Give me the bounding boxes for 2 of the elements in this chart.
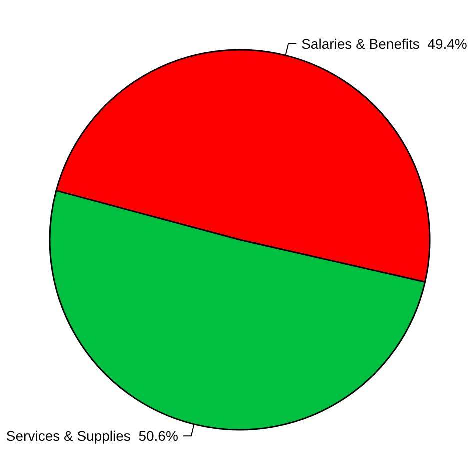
slice-label: Services & Supplies 50.6% xyxy=(6,428,178,444)
slice-label: Salaries & Benefits 49.4% xyxy=(302,36,468,52)
